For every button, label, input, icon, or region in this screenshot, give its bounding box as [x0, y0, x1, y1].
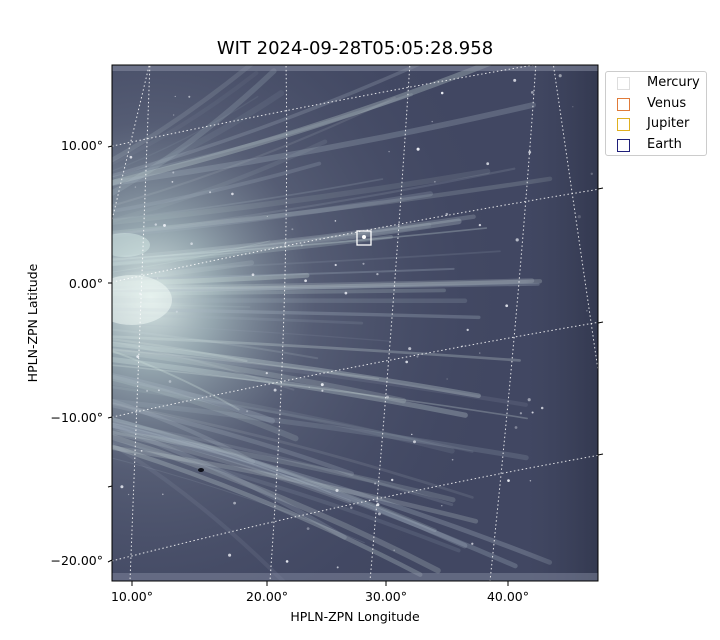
- lon-tick-label: 30.00°: [365, 589, 407, 604]
- legend-item-jupiter: Jupiter: [606, 115, 706, 135]
- legend-label: Earth: [647, 137, 682, 152]
- jupiter-swatch: [617, 118, 630, 131]
- lon-tick-label: 40.00°: [487, 589, 529, 604]
- lat-tick-label: −20.00°: [50, 553, 103, 568]
- legend: Mercury Venus Jupiter Earth: [605, 71, 707, 156]
- lat-tick-label: 10.00°: [61, 138, 103, 153]
- plot-title: WIT 2024-09-28T05:05:28.958: [216, 38, 494, 59]
- x-axis-label: HPLN-ZPN Longitude: [290, 609, 420, 624]
- legend-item-venus: Venus: [606, 95, 706, 115]
- earth-swatch: [617, 139, 630, 152]
- venus-swatch: [617, 98, 630, 111]
- sky-image: [112, 65, 598, 581]
- earth-point: [362, 235, 366, 239]
- grid-line: [369, 65, 411, 581]
- legend-item-earth: Earth: [606, 136, 706, 156]
- grid-line: [112, 321, 598, 418]
- lon-tick-label: 10.00°: [111, 589, 153, 604]
- y-axis-label: HPLN-ZPN Latitude: [25, 263, 40, 382]
- legend-item-mercury: Mercury: [606, 74, 706, 94]
- grid-line: [489, 65, 537, 581]
- earth-marker: [356, 230, 372, 246]
- grid-line: [112, 65, 150, 221]
- legend-label: Mercury: [647, 75, 700, 90]
- mercury-swatch: [617, 77, 630, 90]
- legend-label: Venus: [647, 96, 687, 111]
- lon-tick-label: 20.00°: [246, 589, 288, 604]
- lat-tick-label: 0.00°: [69, 276, 103, 291]
- grid-line: [269, 65, 288, 581]
- lon-ticks: [131, 581, 509, 586]
- grid-line: [112, 454, 598, 562]
- lat-ticks: [107, 145, 604, 563]
- grid-line: [112, 188, 598, 283]
- legend-label: Jupiter: [647, 116, 690, 131]
- coordinate-grid: [112, 65, 598, 581]
- grid-line: [112, 65, 537, 147]
- lat-tick-label: −10.00°: [50, 410, 103, 425]
